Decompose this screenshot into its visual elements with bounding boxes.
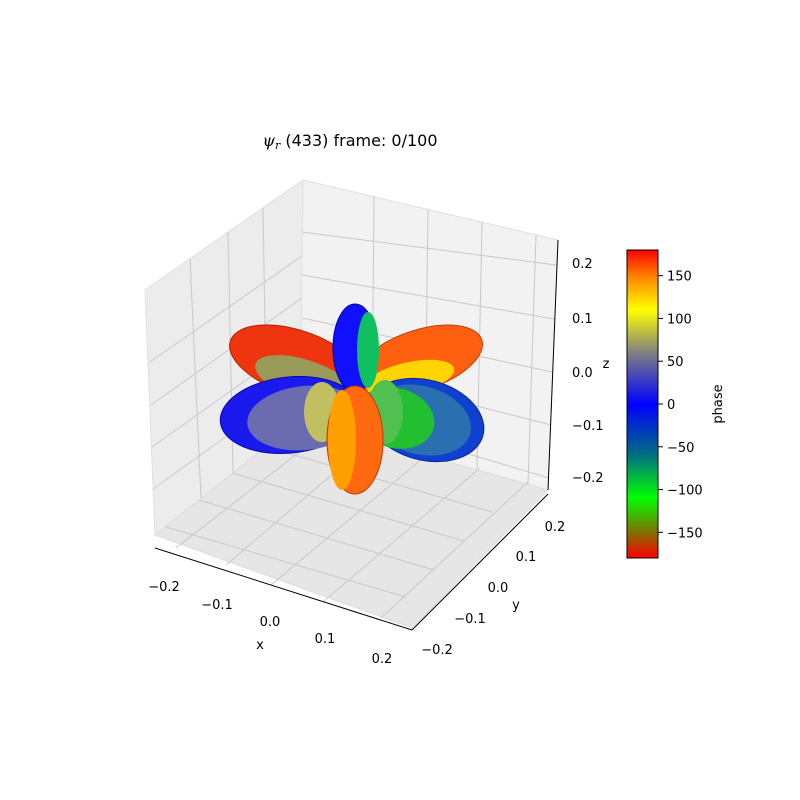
z-axis-label: z	[603, 357, 610, 372]
lobe-bottom-inner	[328, 390, 356, 490]
x-tick-label: 0.1	[315, 632, 336, 647]
x-tick-label: −0.1	[201, 598, 233, 613]
x-tick-label: 0.0	[260, 615, 281, 630]
colorbar-ticks: −150 −100 −50 0 50 100 150	[658, 270, 703, 541]
axis-lines	[154, 239, 559, 631]
z-tick-label: −0.1	[572, 419, 604, 434]
colorbar-tick-label: 0	[667, 398, 675, 413]
colorbar-tick-label: 50	[667, 355, 684, 370]
colorbar-tick-label: −150	[667, 526, 703, 541]
colorbar-label: phase	[711, 384, 726, 423]
z-tick-label: 0.0	[572, 366, 593, 381]
z-tick-label: 0.1	[572, 312, 593, 327]
y-axis-line	[411, 493, 549, 631]
colorbar-gradient	[626, 249, 659, 559]
title-subscript: r	[275, 139, 281, 152]
title-text: (433) frame: 0/100	[280, 131, 438, 150]
colorbar-tick-label: −100	[667, 484, 703, 499]
colorbar-tick-label: 100	[667, 312, 692, 327]
z-tick-label: −0.2	[572, 471, 604, 486]
y-tick-label: −0.2	[421, 643, 453, 658]
z-tick-label: 0.2	[572, 257, 593, 272]
colorbar-tick-label: 150	[667, 270, 692, 285]
chart-title: ψr (433) frame: 0/100	[0, 131, 700, 152]
x-tick-label: 0.2	[372, 652, 393, 667]
title-symbol: ψ	[262, 131, 276, 150]
y-tick-label: −0.1	[454, 612, 486, 627]
y-tick-label: 0.0	[488, 581, 509, 596]
y-tick-label: 0.1	[516, 550, 537, 565]
lobe-top-right-half	[357, 312, 379, 388]
z-axis-line	[547, 239, 559, 491]
x-axis-label: x	[256, 638, 264, 653]
orbital-surface	[219, 303, 485, 495]
colorbar-tick-label: −50	[667, 441, 694, 456]
y-axis-label: y	[512, 598, 520, 613]
y-tick-label: 0.2	[545, 520, 566, 535]
colorbar: −150 −100 −50 0 50 100 150 phase	[626, 249, 726, 559]
x-axis-line	[154, 547, 413, 631]
x-tick-label: −0.2	[148, 580, 180, 595]
tick-labels: −0.2 −0.1 0.0 0.1 0.2 −0.2 −0.1 0.0 0.1 0.2 −0.2 −0…	[148, 257, 603, 667]
